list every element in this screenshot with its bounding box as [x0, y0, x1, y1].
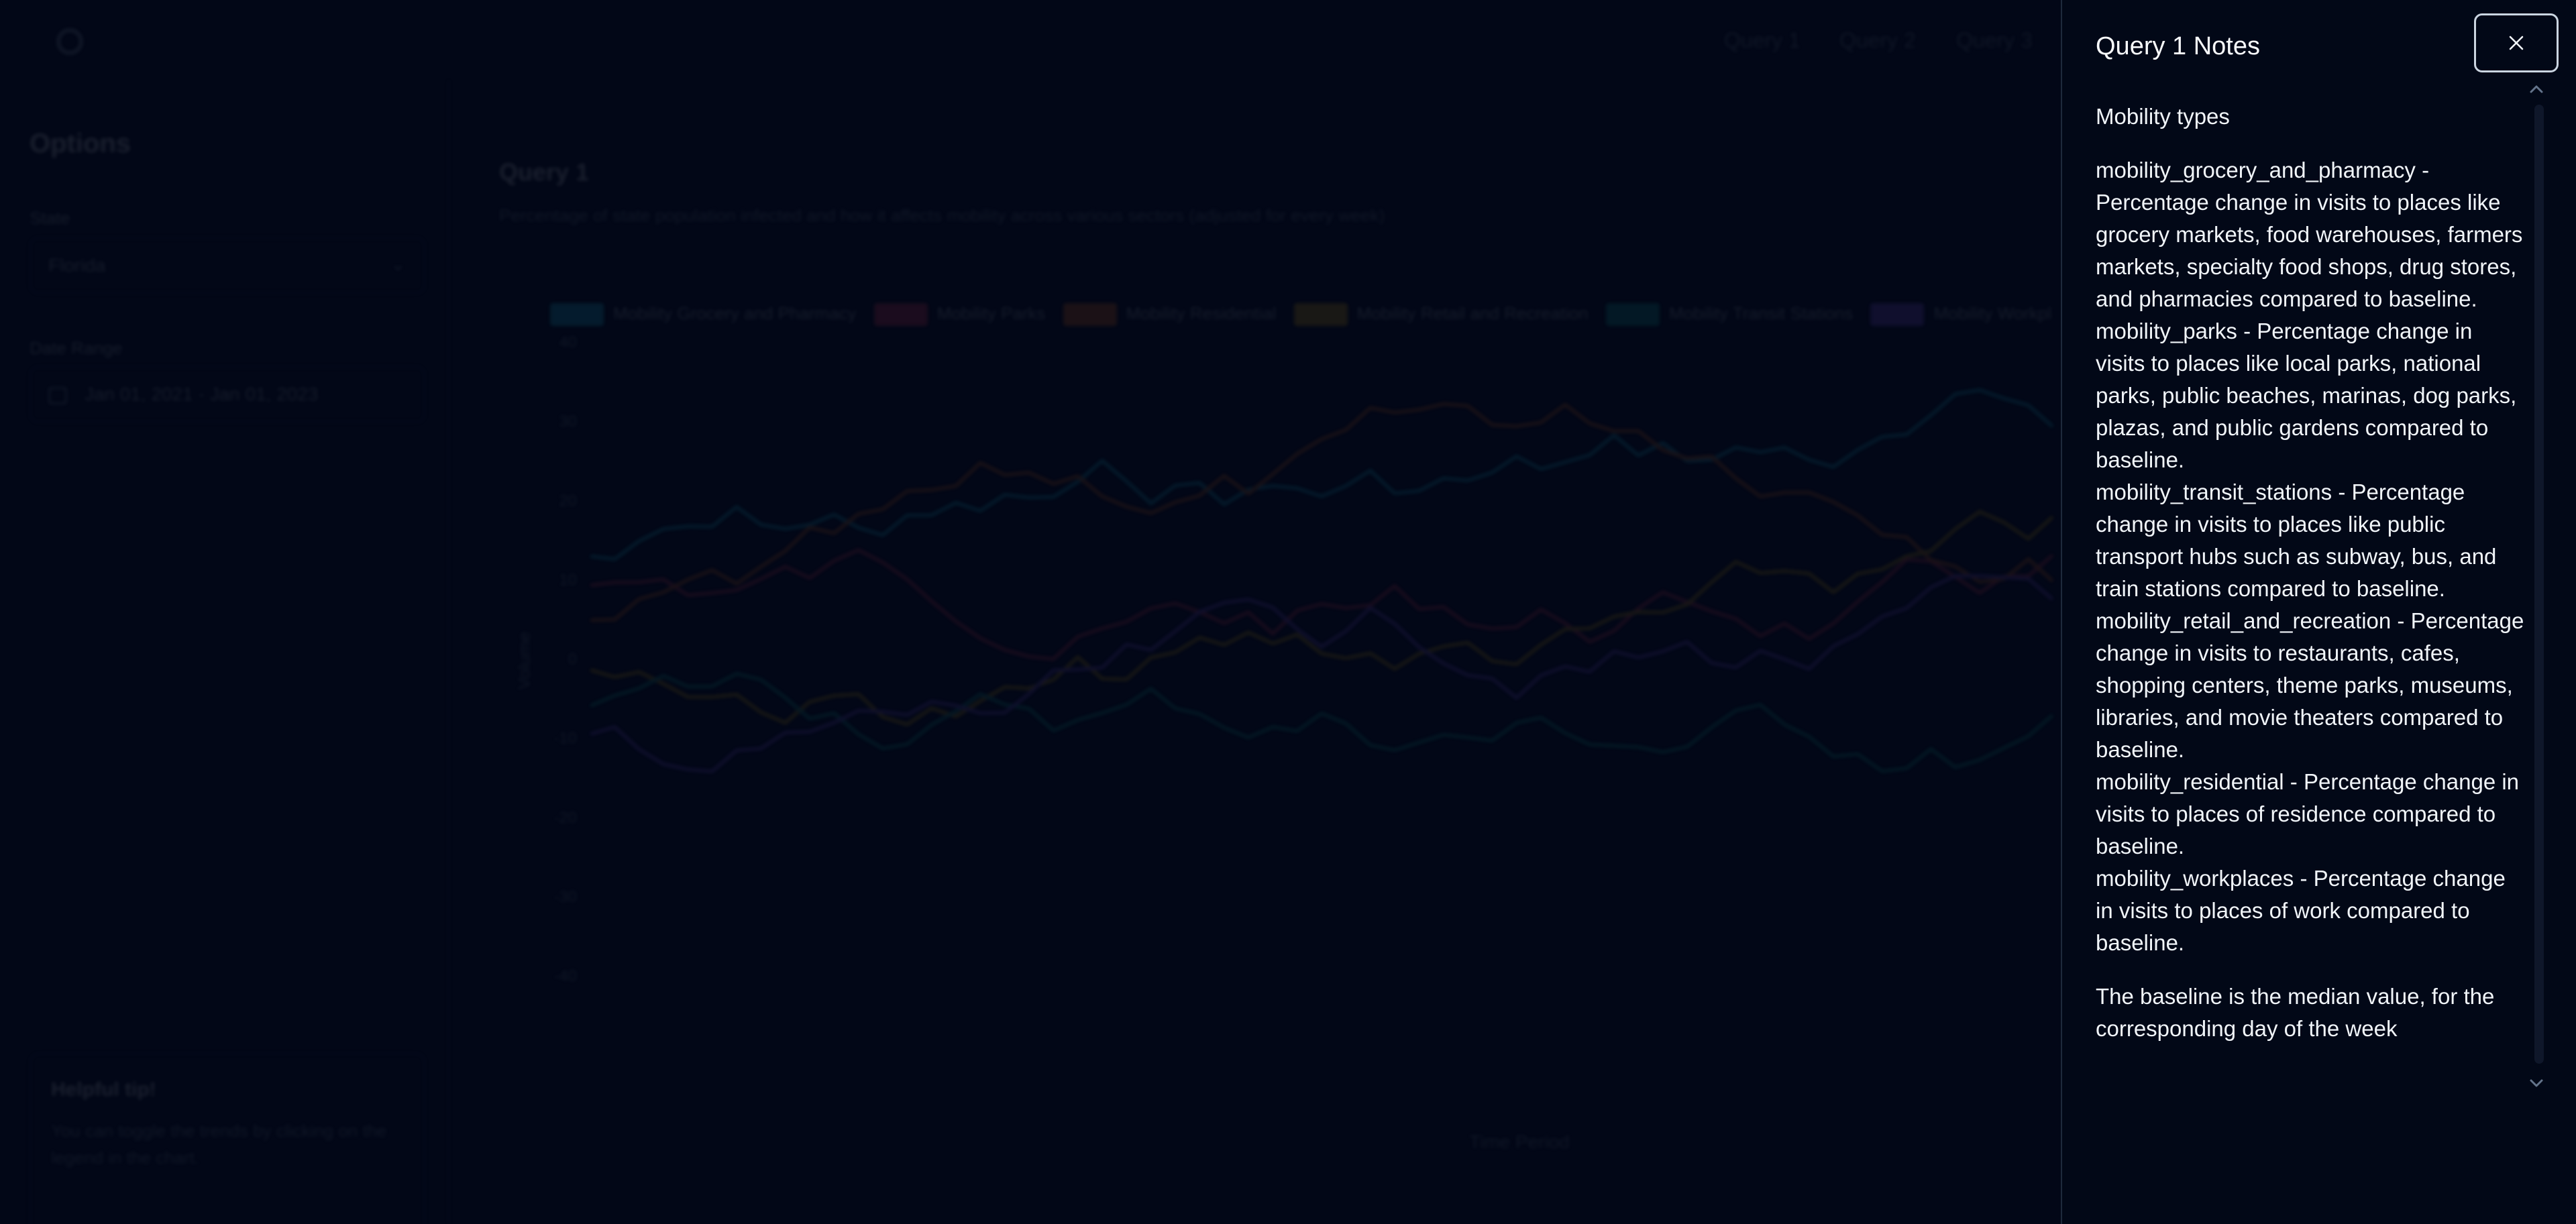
legend-item[interactable]: Mobility Retail and Recreation — [1293, 303, 1589, 327]
tip-text: You can toggle the trends by clicking on… — [51, 1121, 387, 1168]
legend-swatch — [550, 303, 604, 327]
series-line[interactable] — [590, 402, 2054, 622]
notes-heading: Mobility types — [2096, 104, 2230, 129]
series-line[interactable] — [590, 509, 2054, 727]
scrollbar[interactable] — [2534, 105, 2544, 1064]
page-title: Query 1 — [499, 158, 590, 186]
state-label: State — [30, 208, 70, 228]
note-parks: mobility_parks - Percentage change in vi… — [2096, 319, 2517, 472]
legend-item[interactable]: Mobility Grocery and Pharmacy — [550, 303, 857, 327]
sidebar: Options State Florida ⌄ Date Range Jan 0… — [0, 80, 449, 1224]
note-transit-stations: mobility_transit_stations - Percentage c… — [2096, 480, 2497, 601]
legend-label: Mobility Residential — [1126, 303, 1277, 323]
top-nav: Query 1 Query 2 Query 3 — [0, 0, 2576, 80]
y-tick-label: 30 — [559, 412, 577, 431]
logo-icon[interactable] — [56, 28, 83, 55]
legend-label: Mobility Parks — [936, 303, 1046, 323]
chart-legend: Mobility Grocery and Pharmacy Mobility Pa… — [550, 303, 2053, 333]
tip-title: Helpful tip! — [51, 1078, 156, 1101]
nav-link-query-3[interactable]: Query 3 — [1956, 28, 2033, 52]
legend-swatch — [1870, 303, 1925, 327]
close-icon — [2509, 36, 2524, 50]
y-tick-label: 10 — [559, 571, 577, 589]
legend-item[interactable]: Mobility Residential — [1063, 303, 1277, 327]
page-subtitle: Percentage of state population infected … — [499, 205, 1385, 225]
legend-item[interactable]: Mobility Workplaces — [1870, 303, 2053, 327]
legend-swatch — [873, 303, 928, 327]
scrollbar-thumb[interactable] — [2534, 105, 2544, 1064]
chevron-down-icon: ⌄ — [389, 253, 407, 275]
close-button[interactable] — [2474, 13, 2559, 72]
date-range-value: Jan 01, 2021 - Jan 01, 2023 — [84, 384, 319, 404]
note-retail-recreation: mobility_retail_and_recreation - Percent… — [2096, 608, 2524, 762]
notes-body: Mobility types mobility_grocery_and_phar… — [2096, 101, 2525, 1045]
note-grocery-pharmacy: mobility_grocery_and_pharmacy - Percenta… — [2096, 158, 2523, 311]
legend-swatch — [1605, 303, 1660, 327]
nav-link-query-2[interactable]: Query 2 — [1839, 28, 1916, 52]
notes-footer: The baseline is the median value, for th… — [2096, 984, 2495, 1041]
y-tick-label: 0 — [568, 651, 577, 669]
notes-drawer: Query 1 Notes Mobility types mobility_gr… — [2061, 0, 2576, 1224]
nav-link-query-1[interactable]: Query 1 — [1724, 28, 1801, 52]
legend-label: Mobility Retail and Recreation — [1356, 303, 1589, 323]
calendar-icon — [48, 386, 67, 404]
y-tick-label: -40 — [553, 967, 577, 985]
legend-swatch — [1063, 303, 1117, 327]
tip-card: Helpful tip! You can toggle the trends b… — [30, 1053, 425, 1224]
note-workplaces: mobility_workplaces - Percentage change … — [2096, 866, 2506, 955]
date-range-label: Date Range — [30, 338, 123, 358]
sidebar-heading: Options — [30, 129, 131, 158]
y-tick-label: -30 — [553, 888, 577, 906]
series-line[interactable] — [590, 574, 2054, 773]
y-tick-label: 20 — [559, 492, 577, 510]
state-select[interactable]: Florida ⌄ — [30, 237, 425, 294]
legend-item[interactable]: Mobility Transit Stations — [1605, 303, 1854, 327]
legend-label: Mobility Grocery and Pharmacy — [613, 303, 857, 323]
drawer-title: Query 1 Notes — [2096, 32, 2260, 60]
legend-swatch — [1293, 303, 1348, 327]
series-line[interactable] — [590, 388, 2054, 561]
y-tick-label: -20 — [553, 809, 577, 827]
scroll-up-icon[interactable] — [2525, 78, 2548, 101]
scroll-down-icon[interactable] — [2525, 1072, 2548, 1095]
date-range-picker[interactable]: Jan 01, 2021 - Jan 01, 2023 — [30, 366, 425, 423]
modal-overlay[interactable] — [0, 0, 2061, 1224]
series-line[interactable] — [590, 671, 2054, 773]
legend-item[interactable]: Mobility Parks — [873, 303, 1046, 327]
x-axis-label: Time Period — [1469, 1131, 1570, 1152]
legend-label: Mobility Workplaces — [1933, 303, 2053, 323]
y-tick-label: -10 — [553, 730, 577, 748]
legend-label: Mobility Transit Stations — [1668, 303, 1854, 323]
y-tick-label: 40 — [559, 333, 577, 351]
state-select-value: Florida — [48, 255, 106, 276]
y-axis-label: Volume — [514, 632, 534, 690]
note-residential: mobility_residential - Percentage change… — [2096, 769, 2520, 858]
series-line[interactable] — [590, 548, 2054, 661]
